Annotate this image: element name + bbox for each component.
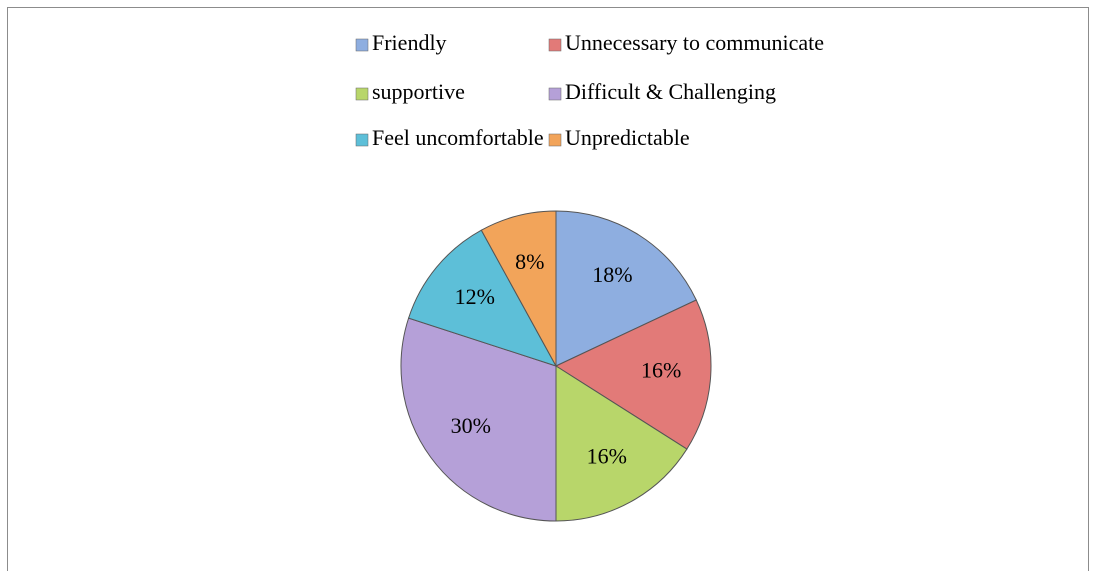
legend-swatch bbox=[355, 133, 369, 147]
pie-slice bbox=[400, 317, 557, 522]
data-label: 30% bbox=[451, 413, 491, 438]
data-label: 18% bbox=[592, 262, 632, 287]
legend-swatch bbox=[548, 133, 562, 147]
data-label: 12% bbox=[455, 284, 495, 309]
legend-label: Unpredictable bbox=[565, 125, 690, 150]
pie-slice bbox=[554, 299, 712, 450]
legend-swatch bbox=[355, 38, 369, 52]
legend-label: Difficult & Challenging bbox=[565, 79, 776, 104]
pie-slice bbox=[555, 365, 688, 522]
legend-swatch bbox=[548, 87, 562, 101]
pie-slice bbox=[480, 210, 557, 367]
legend-swatch bbox=[548, 38, 562, 52]
data-label: 8% bbox=[515, 249, 544, 274]
pie-slice bbox=[407, 229, 558, 367]
data-label: 16% bbox=[587, 443, 627, 468]
legend-label: Friendly bbox=[372, 30, 447, 55]
legend-label: Unnecessary to communicate bbox=[565, 30, 824, 55]
legend-label: Feel uncomfortable bbox=[372, 125, 544, 150]
data-label: 16% bbox=[641, 358, 681, 383]
chart-frame bbox=[7, 7, 1089, 571]
pie-slice bbox=[555, 210, 697, 367]
legend-swatch bbox=[355, 87, 369, 101]
legend-label: supportive bbox=[372, 79, 465, 104]
